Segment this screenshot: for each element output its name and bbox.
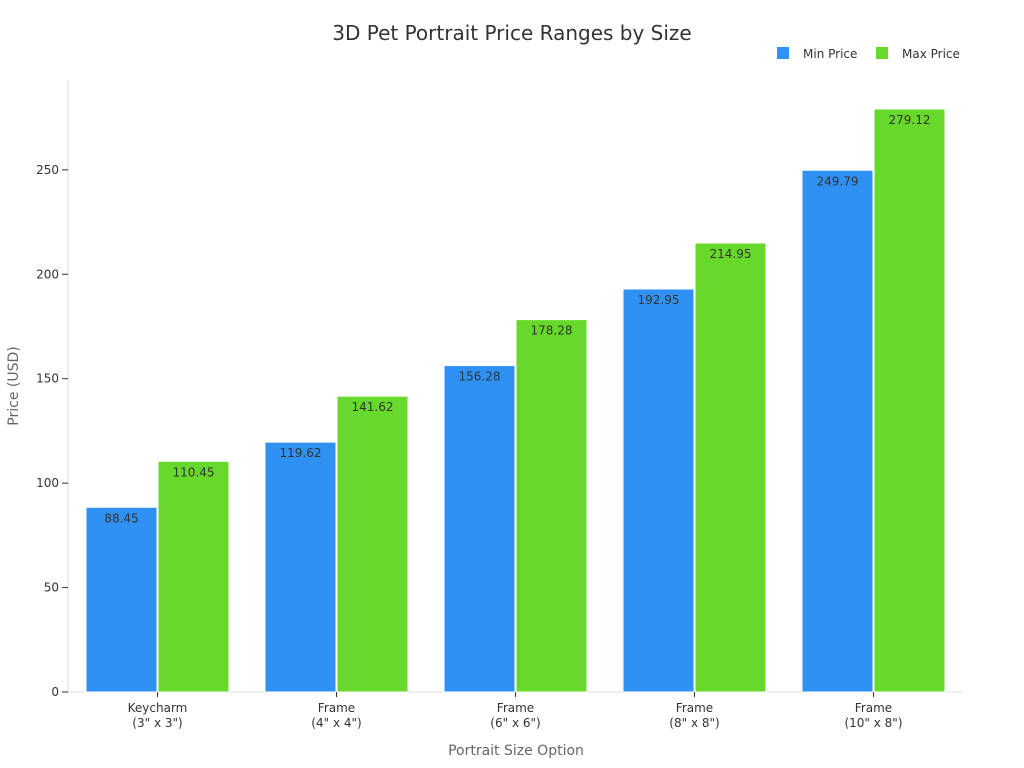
x-tick-label-line: (8" x 8"): [669, 716, 719, 730]
bar-min-price: [622, 288, 695, 693]
x-tick-label-line: (6" x 6"): [490, 716, 540, 730]
x-axis-ticks: Keycharm (3" x 3")Frame (4" x 4")Frame (6" …: [128, 692, 903, 730]
bar-min-price: [443, 365, 516, 693]
y-tick-label: 50: [44, 581, 59, 595]
bar-value-label: 192.95: [638, 293, 680, 307]
legend-swatch: [777, 47, 789, 59]
x-tick-label-line: Frame: [497, 701, 534, 715]
legend-label: Max Price: [902, 47, 960, 61]
y-axis-title: Price (USD): [6, 346, 22, 425]
bar-min-price: [801, 169, 874, 693]
bar-max-price: [336, 395, 409, 693]
bar-min-price: [264, 441, 337, 693]
x-tick-label: Frame (8" x 8"): [669, 701, 719, 730]
chart-title: 3D Pet Portrait Price Ranges by Size: [332, 21, 691, 45]
legend: Min Price Max Price: [777, 47, 960, 61]
x-tick-label-line: (3" x 3"): [132, 716, 182, 730]
y-axis-ticks: 0 50 100 150 200 250: [36, 163, 68, 699]
bar-max-price: [157, 460, 230, 693]
bar-value-label: 249.79: [817, 174, 859, 188]
x-tick-label: Frame (10" x 8"): [844, 701, 902, 730]
y-tick-label: 0: [51, 685, 59, 699]
x-tick-label-line: (4" x 4"): [311, 716, 361, 730]
x-tick-label: Frame (6" x 6"): [490, 701, 540, 730]
x-tick-label: Keycharm (3" x 3"): [128, 701, 188, 730]
data-labels: 88.45 110.45 119.62 141.62 156.28 178.28 192.9…: [104, 113, 930, 525]
bar-max-price: [873, 108, 946, 693]
bar-value-label: 178.28: [531, 324, 573, 338]
bar-value-label: 110.45: [173, 465, 215, 479]
x-tick-label-line: Frame: [318, 701, 355, 715]
bar-max-price: [694, 242, 767, 693]
bars: [85, 108, 946, 693]
y-tick-label: 100: [36, 476, 59, 490]
legend-label: Min Price: [803, 47, 857, 61]
x-tick-label-line: Keycharm: [128, 701, 188, 715]
x-axis-title: Portrait Size Option: [448, 743, 584, 759]
bar-value-label: 214.95: [710, 247, 752, 261]
y-tick-label: 250: [36, 163, 59, 177]
y-tick-label: 150: [36, 372, 59, 386]
legend-swatch: [876, 47, 888, 59]
x-tick-label-line: Frame: [676, 701, 713, 715]
x-tick-label-line: Frame: [855, 701, 892, 715]
bar-max-price: [515, 319, 588, 693]
bar-value-label: 279.12: [889, 113, 931, 127]
bar-min-price: [85, 506, 158, 693]
x-tick-label: Frame (4" x 4"): [311, 701, 361, 730]
bar-value-label: 141.62: [352, 400, 394, 414]
bar-value-label: 119.62: [280, 446, 322, 460]
y-tick-label: 200: [36, 267, 59, 281]
x-tick-label-line: (10" x 8"): [844, 716, 902, 730]
bar-value-label: 88.45: [104, 511, 138, 525]
bar-value-label: 156.28: [459, 370, 501, 384]
